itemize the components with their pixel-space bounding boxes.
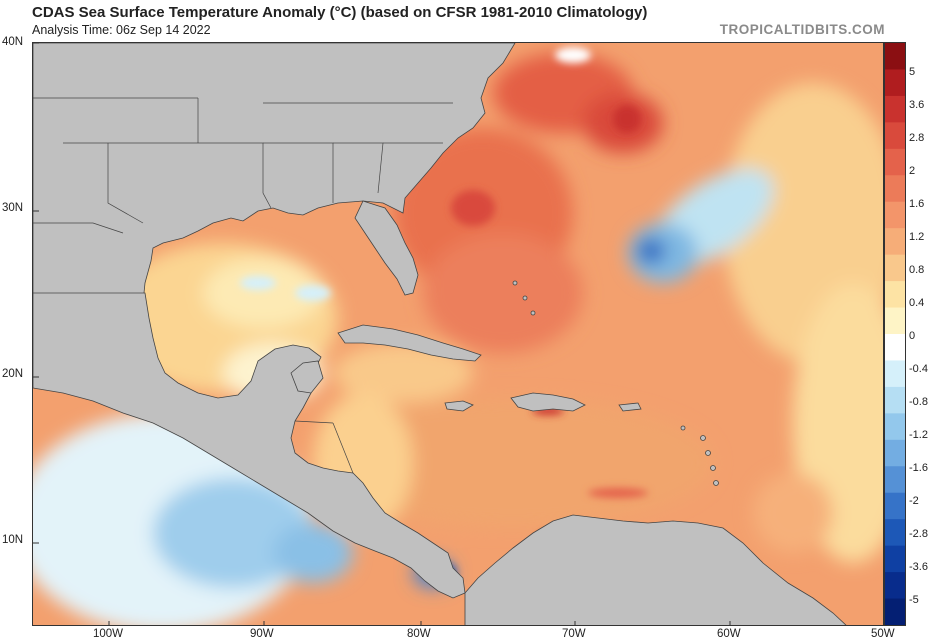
colorbar-tick-label: 2.8 [909, 132, 925, 144]
colorbar-tick-label: -1.2 [909, 429, 928, 441]
colorbar-swatch [885, 122, 905, 150]
map-title: CDAS Sea Surface Temperature Anomaly (°C… [32, 4, 648, 21]
land-hispaniola [510, 392, 586, 412]
lon-label-50w: 50W [871, 628, 895, 640]
colorbar-tick-label: 0.4 [909, 297, 925, 309]
colorbar-swatch [885, 572, 905, 600]
colorbar-swatch [885, 201, 905, 229]
colorbar-swatch [885, 69, 905, 97]
analysis-time: Analysis Time: 06z Sep 14 2022 [32, 23, 211, 37]
colorbar-swatch [885, 228, 905, 256]
colorbar-tick-label: 5 [909, 66, 916, 78]
colorbar-swatch [885, 519, 905, 547]
colorbar-swatch [885, 545, 905, 573]
colorbar [884, 42, 906, 626]
colorbar-swatch [885, 175, 905, 203]
colorbar-swatch [885, 43, 905, 70]
colorbar-tick-label: -5 [909, 594, 919, 606]
sst-anomaly-map [32, 42, 884, 626]
land-puerto-rico [618, 402, 642, 412]
political-borders [33, 97, 453, 474]
colorbar-tick-label: -1.6 [909, 462, 928, 474]
land-mexico [33, 292, 466, 599]
colorbar-tick-label: 2 [909, 165, 916, 177]
colorbar-swatch [885, 439, 905, 467]
map-canvas [33, 43, 883, 625]
colorbar-tick-label: 3.6 [909, 99, 925, 111]
colorbar-tick-label: 1.2 [909, 231, 925, 243]
lat-label-10n: 10N [2, 534, 24, 546]
lon-label-90w: 90W [250, 628, 274, 640]
lat-label-30n: 30N [2, 202, 24, 214]
lon-label-70w: 70W [562, 628, 586, 640]
colorbar-tick-label: -2 [909, 495, 919, 507]
land-jamaica [444, 400, 474, 412]
colorbar-tick-label: -0.8 [909, 396, 928, 408]
colorbar-swatch [885, 254, 905, 282]
lon-label-60w: 60W [717, 628, 741, 640]
colorbar-tick-label: -2.8 [909, 528, 928, 540]
land-usa [33, 43, 516, 304]
colorbar-swatch [885, 307, 905, 335]
colorbar-swatches [885, 43, 905, 625]
land-south-america [464, 514, 847, 625]
colorbar-tick-label: 0.8 [909, 264, 925, 276]
colorbar-swatch [885, 95, 905, 123]
lat-label-40n: 40N [2, 36, 24, 48]
land-masses [33, 43, 847, 625]
lon-label-100w: 100W [93, 628, 124, 640]
colorbar-swatch [885, 492, 905, 520]
colorbar-tick-label: 0 [909, 330, 916, 342]
colorbar-swatch [885, 334, 905, 361]
land-cuba [337, 324, 482, 362]
land-florida [354, 200, 419, 296]
colorbar-swatch [885, 466, 905, 494]
colorbar-swatch [885, 360, 905, 388]
colorbar-tick-label: 1.6 [909, 198, 925, 210]
colorbar-swatch [885, 281, 905, 309]
colorbar-swatch [885, 413, 905, 441]
colorbar-tick-label: -3.6 [909, 561, 928, 573]
colorbar-tick-label: -0.4 [909, 363, 928, 375]
lon-label-80w: 80W [407, 628, 431, 640]
colorbar-swatch [885, 386, 905, 414]
lat-label-20n: 20N [2, 368, 24, 380]
colorbar-swatch [885, 598, 905, 625]
brand-watermark: TROPICALTIDBITS.COM [719, 22, 885, 37]
graticule-ticks [33, 43, 731, 625]
colorbar-swatch [885, 148, 905, 176]
